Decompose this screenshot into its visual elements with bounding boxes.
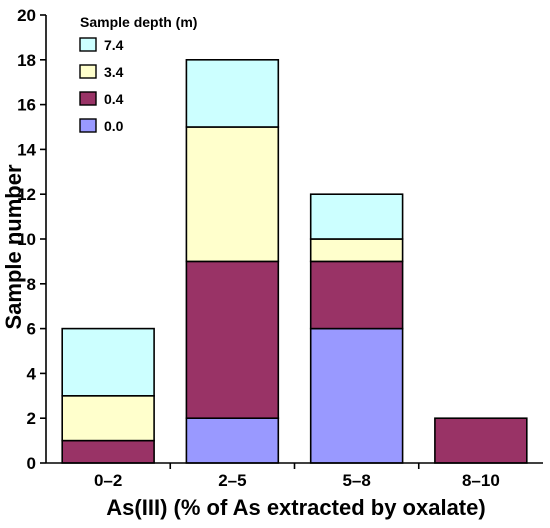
bar-segment-5–8-depth-0.4 [309, 260, 404, 330]
x-tick-label: 0–2 [94, 471, 122, 490]
y-tick-label: 10 [17, 230, 36, 249]
legend-label-3.4: 3.4 [104, 64, 124, 80]
x-tick-label: 5–8 [342, 471, 370, 490]
y-tick-label: 16 [17, 96, 36, 115]
y-tick-label: 20 [17, 6, 36, 25]
y-tick-label: 18 [17, 51, 36, 70]
legend-swatch-0.4 [79, 91, 97, 106]
bars-group [61, 58, 528, 464]
legend-swatch-0.0 [79, 118, 97, 133]
y-tick-label: 2 [27, 409, 36, 428]
x-ticks-group: 0–2 2–5 5–8 8–10 [94, 463, 500, 490]
bar-segment-0–2-depth-7.4 [61, 327, 155, 397]
x-tick-label: 8–10 [462, 471, 500, 490]
legend: Sample depth (m) 7.4 3.4 0.4 0.0 [79, 14, 197, 134]
bar-segment-2–5-depth-0.4 [185, 260, 280, 419]
y-tick-label: 8 [27, 275, 36, 294]
y-axis-title: Sample number [1, 164, 26, 329]
bar-segment-5–8-depth-0.0 [309, 327, 404, 464]
y-tick-label: 0 [27, 454, 36, 473]
bar-segment-8–10-depth-0.4 [434, 417, 528, 464]
bar-segment-0–2-depth-3.4 [61, 394, 155, 442]
bar-segment-0–2-depth-0.4 [61, 439, 155, 464]
bar-segment-2–5-depth-0.0 [185, 417, 280, 464]
bar-segment-2–5-depth-3.4 [185, 126, 280, 263]
legend-swatch-7.4 [79, 37, 97, 52]
y-ticks-group: 0 2 4 6 8 10 12 14 16 18 20 [17, 6, 46, 473]
y-tick-label: 4 [27, 364, 37, 383]
y-tick-label: 14 [17, 140, 36, 159]
legend-label-0.0: 0.0 [104, 118, 124, 134]
legend-title: Sample depth (m) [80, 14, 197, 30]
legend-label-0.4: 0.4 [104, 91, 124, 107]
bar-segment-5–8-depth-3.4 [309, 238, 404, 263]
bar-segment-2–5-depth-7.4 [185, 58, 280, 128]
x-tick-label: 2–5 [218, 471, 246, 490]
x-axis-title: As(III) (% of As extracted by oxalate) [106, 495, 485, 520]
bar-segment-5–8-depth-7.4 [309, 193, 404, 240]
y-tick-label: 12 [17, 185, 36, 204]
y-tick-label: 6 [27, 320, 36, 339]
legend-label-7.4: 7.4 [104, 37, 124, 53]
legend-swatch-3.4 [79, 64, 97, 79]
